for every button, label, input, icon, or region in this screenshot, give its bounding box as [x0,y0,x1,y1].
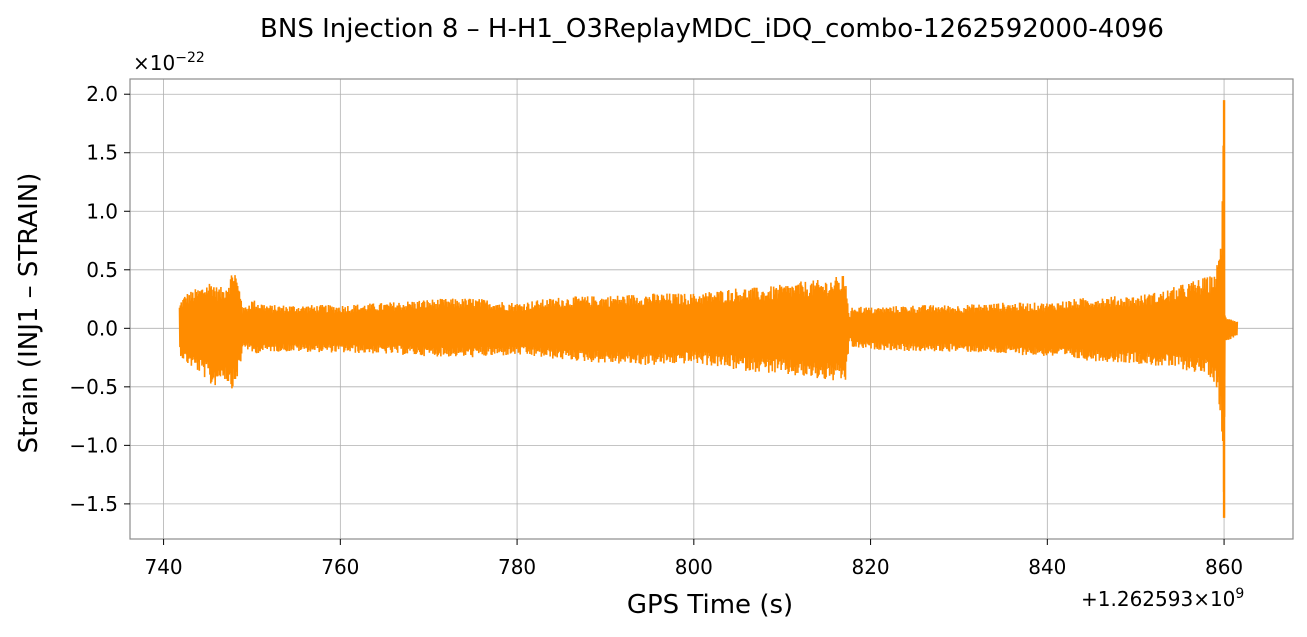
x-tick-label: 820 [851,555,889,579]
y-scale-exponent: −22 [175,50,205,66]
x-tick-label: 780 [498,555,536,579]
y-tick-label: −0.5 [69,375,118,399]
y-scale-base: ×10 [133,51,175,75]
x-tick-label: 800 [675,555,713,579]
y-scale-multiplier: ×10−22 [133,50,205,75]
strain-series-line [178,130,1239,492]
x-offset-label: +1.262593×109 [1081,586,1244,611]
x-axis-label: GPS Time (s) [627,590,793,620]
x-tick-label: 740 [144,555,182,579]
y-tick-label: −1.5 [69,492,118,516]
svg-text:+1.262593×109: +1.262593×109 [1081,586,1244,611]
plot-frame [129,78,1294,540]
y-axis-label: Strain (INJ1 – STRAIN) [14,173,44,454]
x-offset-base: +1.262593×10 [1081,587,1235,611]
y-tick-label: 1.5 [86,141,118,165]
svg-text:×10−22: ×10−22 [133,50,205,75]
y-tick-label: 0.5 [86,258,118,282]
y-tick-label: 0.0 [86,316,118,340]
x-tick-label: 760 [321,555,359,579]
y-tick-label: 1.0 [86,199,118,223]
axis-ticks: 740 760 780 800 820 840 860 −1.5 −1.0 −0.5 0.0 0.5 1… [69,82,1243,579]
x-offset-exponent: 9 [1235,586,1244,602]
y-tick-label: −1.0 [69,433,118,457]
x-tick-label: 860 [1205,555,1243,579]
plot-area [178,100,1239,518]
chart-title: BNS Injection 8 – H-H1_O3ReplayMDC_iDQ_c… [260,14,1164,44]
x-tick-label: 840 [1028,555,1066,579]
y-tick-label: 2.0 [86,82,118,106]
